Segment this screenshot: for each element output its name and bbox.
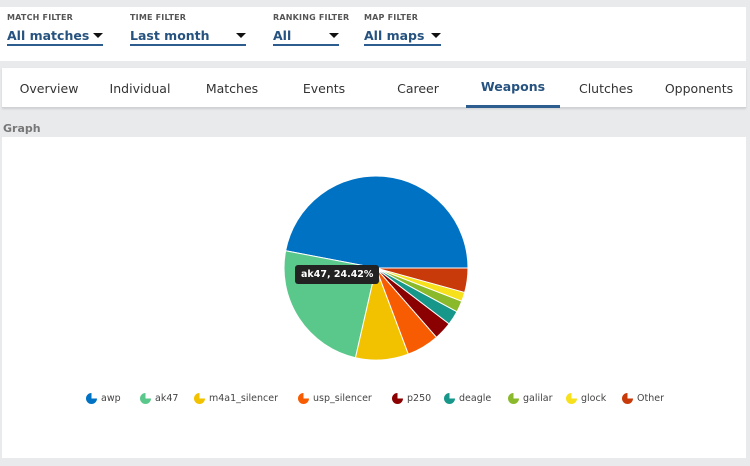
legend-label: awp <box>101 393 121 404</box>
legend-item-p250[interactable]: p250 <box>392 393 431 404</box>
tab-matches[interactable]: Matches <box>205 80 259 96</box>
time-filter: TIME FILTER Last month <box>130 13 246 46</box>
match-filter-label: MATCH FILTER <box>7 13 74 22</box>
legend-label: glock <box>581 393 607 404</box>
ranking-filter-dropdown[interactable]: All <box>273 26 339 46</box>
match-filter-value: All matches <box>7 27 90 43</box>
caret-down-icon <box>431 32 441 38</box>
time-filter-value: Last month <box>130 27 210 43</box>
ranking-filter: RANKING FILTER All <box>273 13 349 46</box>
map-filter: MAP FILTER All maps <box>364 13 441 46</box>
filter-bar: MATCH FILTER All matches TIME FILTER Las… <box>0 7 746 61</box>
pie-legend-icon <box>194 393 205 404</box>
legend-label: p250 <box>407 393 432 404</box>
tab-events[interactable]: Events <box>302 80 346 96</box>
map-filter-dropdown[interactable]: All maps <box>364 26 441 46</box>
tab-clutches[interactable]: Clutches <box>578 80 634 96</box>
legend-label: Other <box>637 393 664 404</box>
pie-legend-icon <box>140 393 151 404</box>
time-filter-dropdown[interactable]: Last month <box>130 26 246 46</box>
legend-item-galilar[interactable]: galilar <box>508 393 553 404</box>
weapons-pie-chart <box>283 175 469 361</box>
caret-down-icon <box>236 32 246 38</box>
pie-slice-awp[interactable] <box>285 175 469 269</box>
match-filter-dropdown[interactable]: All matches <box>7 26 103 46</box>
pie-legend-icon <box>298 393 309 404</box>
match-filter: MATCH FILTER All matches <box>7 13 103 46</box>
stats-tabs: Overview Individual Matches Events Caree… <box>2 68 746 108</box>
tab-opponents[interactable]: Opponents <box>664 80 734 96</box>
pie-slice-other[interactable] <box>375 267 469 294</box>
legend-item-awp[interactable]: awp <box>86 393 121 404</box>
section-title: Graph <box>3 122 41 135</box>
legend-item-ak47[interactable]: ak47 <box>140 393 178 404</box>
legend-item-m4a1-silencer[interactable]: m4a1_silencer <box>194 393 278 404</box>
legend-label: m4a1_silencer <box>209 393 278 404</box>
legend-label: ak47 <box>155 393 179 404</box>
tab-overview[interactable]: Overview <box>19 80 79 96</box>
ranking-filter-label: RANKING FILTER <box>273 13 350 22</box>
map-filter-value: All maps <box>364 27 425 43</box>
legend-label: deagle <box>459 393 492 404</box>
legend-item-other[interactable]: Other <box>622 393 664 404</box>
caret-down-icon <box>329 32 339 38</box>
chart-tooltip: ak47, 24.42% <box>295 265 380 284</box>
legend-label: galilar <box>523 393 553 404</box>
ranking-filter-value: All <box>273 27 292 43</box>
caret-down-icon <box>93 32 103 38</box>
pie-legend-icon <box>508 393 519 404</box>
pie-legend-icon <box>566 393 577 404</box>
graph-panel: ak47, 24.42% awp ak47 m4a1_silencer usp_sil… <box>2 137 746 458</box>
legend-label: usp_silencer <box>313 393 372 404</box>
pie-legend-icon <box>392 393 403 404</box>
legend-item-usp-silencer[interactable]: usp_silencer <box>298 393 372 404</box>
chart-legend: awp ak47 m4a1_silencer usp_silencer p250 deag… <box>2 393 746 409</box>
legend-item-glock[interactable]: glock <box>566 393 606 404</box>
time-filter-label: TIME FILTER <box>130 13 187 22</box>
tab-weapons[interactable]: Weapons <box>466 68 560 108</box>
pie-legend-icon <box>86 393 97 404</box>
tab-career[interactable]: Career <box>397 80 439 96</box>
pie-legend-icon <box>444 393 455 404</box>
legend-item-deagle[interactable]: deagle <box>444 393 491 404</box>
map-filter-label: MAP FILTER <box>364 13 419 22</box>
pie-legend-icon <box>622 393 633 404</box>
tab-individual[interactable]: Individual <box>109 80 171 96</box>
